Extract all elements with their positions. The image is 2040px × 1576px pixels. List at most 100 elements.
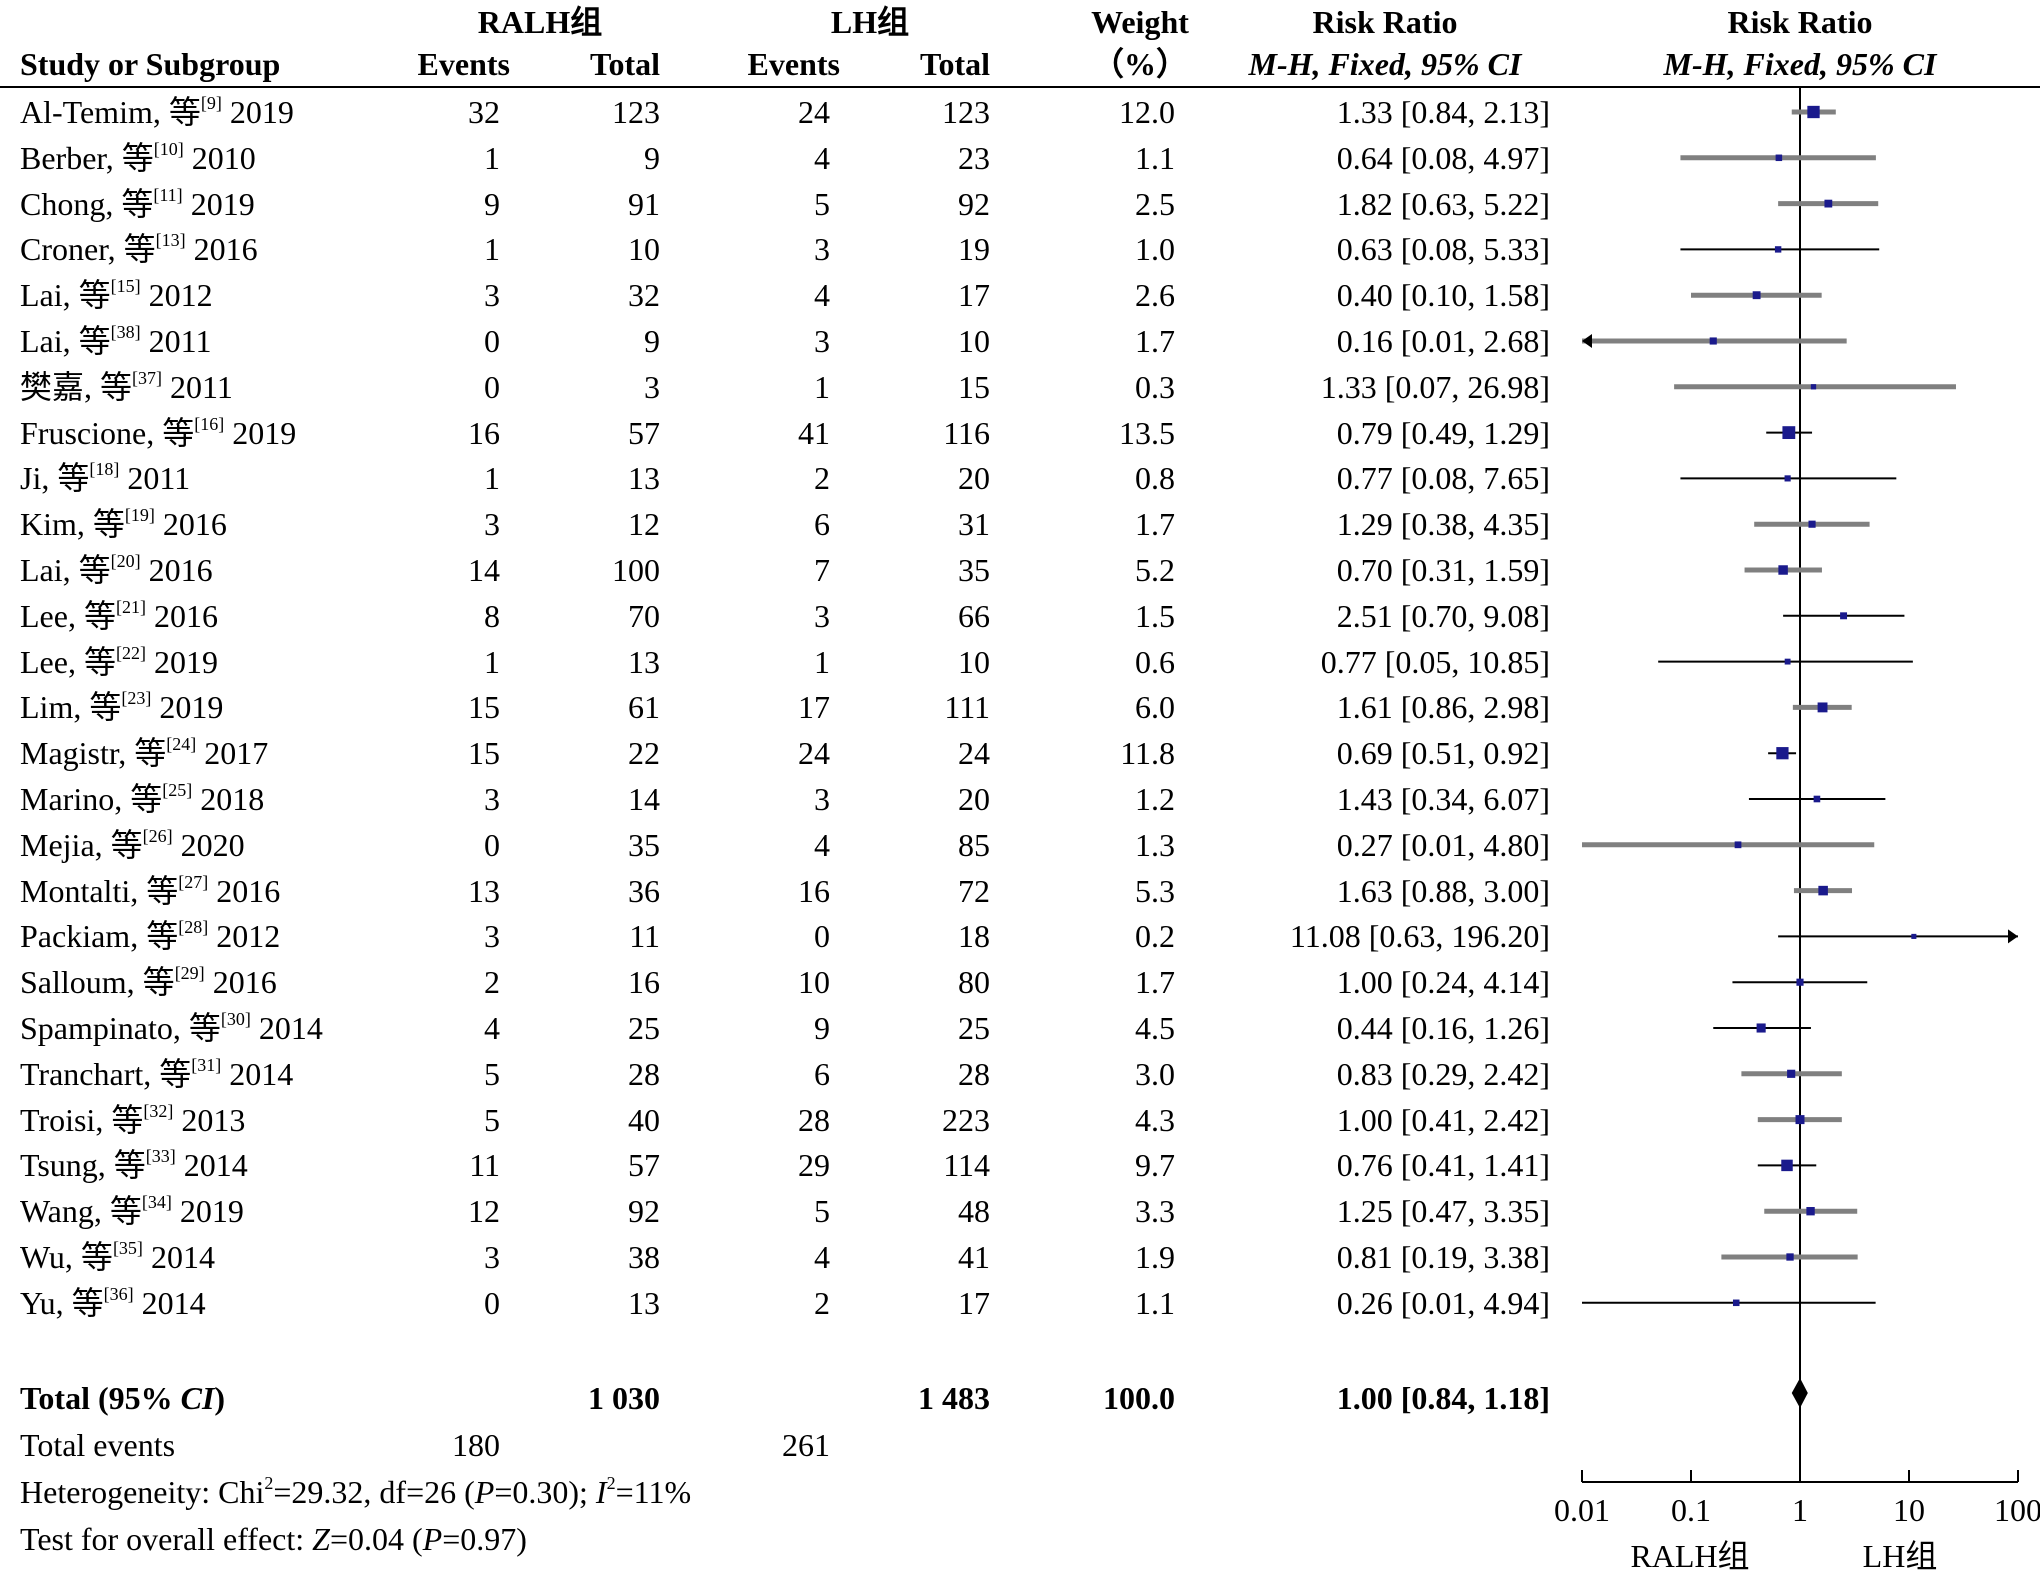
effect-square [1806, 1207, 1815, 1216]
total-weight: 100.0 [1103, 1380, 1175, 1416]
study-author: Lim, 等 [20, 689, 122, 725]
risk-ratio-cell: 0.64 [0.08, 4.97] [1336, 140, 1550, 176]
study-label: Chong, 等[11] 2019 [20, 184, 255, 224]
total1-cell: 61 [628, 689, 660, 725]
study-ref: [10] [153, 139, 184, 159]
study-label: Spampinato, 等[30] 2014 [20, 1008, 323, 1048]
events2-cell: 3 [814, 323, 830, 359]
events1-cell: 0 [484, 323, 500, 359]
risk-ratio-cell: 0.63 [0.08, 5.33] [1336, 231, 1550, 267]
x-tick-label: 1 [1792, 1492, 1808, 1528]
events2-cell: 5 [814, 186, 830, 222]
effect-square [1709, 337, 1717, 345]
total1-cell: 57 [628, 1147, 660, 1183]
weight-cell: 1.0 [1135, 231, 1175, 267]
weight-cell: 3.0 [1135, 1056, 1175, 1092]
study-year: 2014 [183, 1147, 248, 1183]
effect-square [1807, 105, 1820, 119]
weight-cell: 2.5 [1135, 186, 1175, 222]
total1-cell: 38 [628, 1239, 660, 1275]
study-author: Tsung, 等 [20, 1147, 146, 1183]
events2-cell: 0 [814, 918, 830, 954]
events2-cell: 17 [798, 689, 830, 725]
total1-cell: 13 [628, 644, 660, 680]
total1-cell: 16 [628, 964, 660, 1000]
events1-cell: 3 [484, 918, 500, 954]
overall-diamond [1791, 1378, 1808, 1408]
study-label: Montalti, 等[27] 2016 [20, 871, 280, 911]
events2-cell: 6 [814, 506, 830, 542]
events2-cell: 5 [814, 1193, 830, 1229]
study-label: Tsung, 等[33] 2014 [20, 1145, 248, 1185]
study-label: Lee, 等[21] 2016 [20, 596, 218, 636]
events2-cell: 4 [814, 1239, 830, 1275]
study-year: 2011 [148, 323, 212, 359]
total2-cell: 31 [958, 506, 990, 542]
total2-cell: 15 [958, 369, 990, 405]
total2-cell: 20 [958, 460, 990, 496]
study-ref: [29] [174, 963, 205, 983]
events1-cell: 14 [468, 552, 500, 588]
events2-cell: 7 [814, 552, 830, 588]
total2-header: Total [920, 46, 990, 82]
effect-square [1781, 1159, 1793, 1172]
total2-cell: 41 [958, 1239, 990, 1275]
total2-cell: 23 [958, 140, 990, 176]
events1-cell: 1 [484, 644, 500, 680]
study-ref: [34] [141, 1192, 172, 1212]
events2-cell: 29 [798, 1147, 830, 1183]
risk-ratio-cell: 1.00 [0.24, 4.14] [1336, 964, 1550, 1000]
favours-right-label: LH组 [1862, 1538, 1938, 1574]
events1-cell: 0 [484, 1285, 500, 1321]
total1-cell: 123 [612, 94, 660, 130]
effect-square [1808, 520, 1816, 528]
study-ref: [27] [178, 872, 209, 892]
study-ref: [9] [200, 93, 222, 113]
total-label: Total (95% CI) [20, 1380, 226, 1416]
events1-cell: 2 [484, 964, 500, 1000]
risk-ratio-cell: 0.77 [0.05, 10.85] [1320, 644, 1550, 680]
study-author: Lee, 等 [20, 598, 116, 634]
study-label: Marino, 等[25] 2018 [20, 779, 264, 819]
total2-cell: 111 [944, 689, 990, 725]
study-author: Salloum, 等 [20, 964, 175, 1000]
study-year: 2019 [229, 94, 294, 130]
study-year: 2012 [148, 277, 213, 313]
total-events2: 261 [782, 1427, 830, 1463]
total1-cell: 25 [628, 1010, 660, 1046]
total2-cell: 80 [958, 964, 990, 1000]
total1-cell: 10 [628, 231, 660, 267]
risk-ratio-cell: 0.44 [0.16, 1.26] [1336, 1010, 1550, 1046]
weight-cell: 1.1 [1135, 140, 1175, 176]
study-author: Chong, 等 [20, 186, 154, 222]
total2-cell: 48 [958, 1193, 990, 1229]
events2-cell: 6 [814, 1056, 830, 1092]
study-label: Yu, 等[36] 2014 [20, 1283, 206, 1323]
risk-ratio-cell: 0.69 [0.51, 0.92] [1336, 735, 1550, 771]
group2-header: LH组 [830, 4, 910, 40]
study-author: Montalti, 等 [20, 873, 179, 909]
study-author: Fruscione, 等 [20, 415, 195, 451]
study-author: Mejia, 等 [20, 827, 143, 863]
total1-cell: 12 [628, 506, 660, 542]
total2-cell: 72 [958, 873, 990, 909]
weight-cell: 12.0 [1119, 94, 1175, 130]
total1-cell: 11 [629, 918, 660, 954]
study-year: 2013 [181, 1102, 246, 1138]
study-ref: [19] [124, 505, 155, 525]
study-label: Croner, 等[13] 2016 [20, 229, 258, 269]
events1-cell: 1 [484, 231, 500, 267]
study-year: 2018 [200, 781, 265, 817]
study-year: 2014 [150, 1239, 215, 1275]
weight-unit-header: （%） [1091, 46, 1188, 82]
events2-cell: 4 [814, 277, 830, 313]
effect-square [1824, 199, 1833, 208]
study-ref: [25] [162, 780, 193, 800]
study-label: Tranchart, 等[31] 2014 [20, 1054, 293, 1094]
study-year: 2017 [204, 735, 269, 771]
weight-cell: 3.3 [1135, 1193, 1175, 1229]
events1-cell: 12 [468, 1193, 500, 1229]
effect-square [1911, 933, 1917, 939]
risk-ratio-cell: 1.61 [0.86, 2.98] [1336, 689, 1550, 725]
